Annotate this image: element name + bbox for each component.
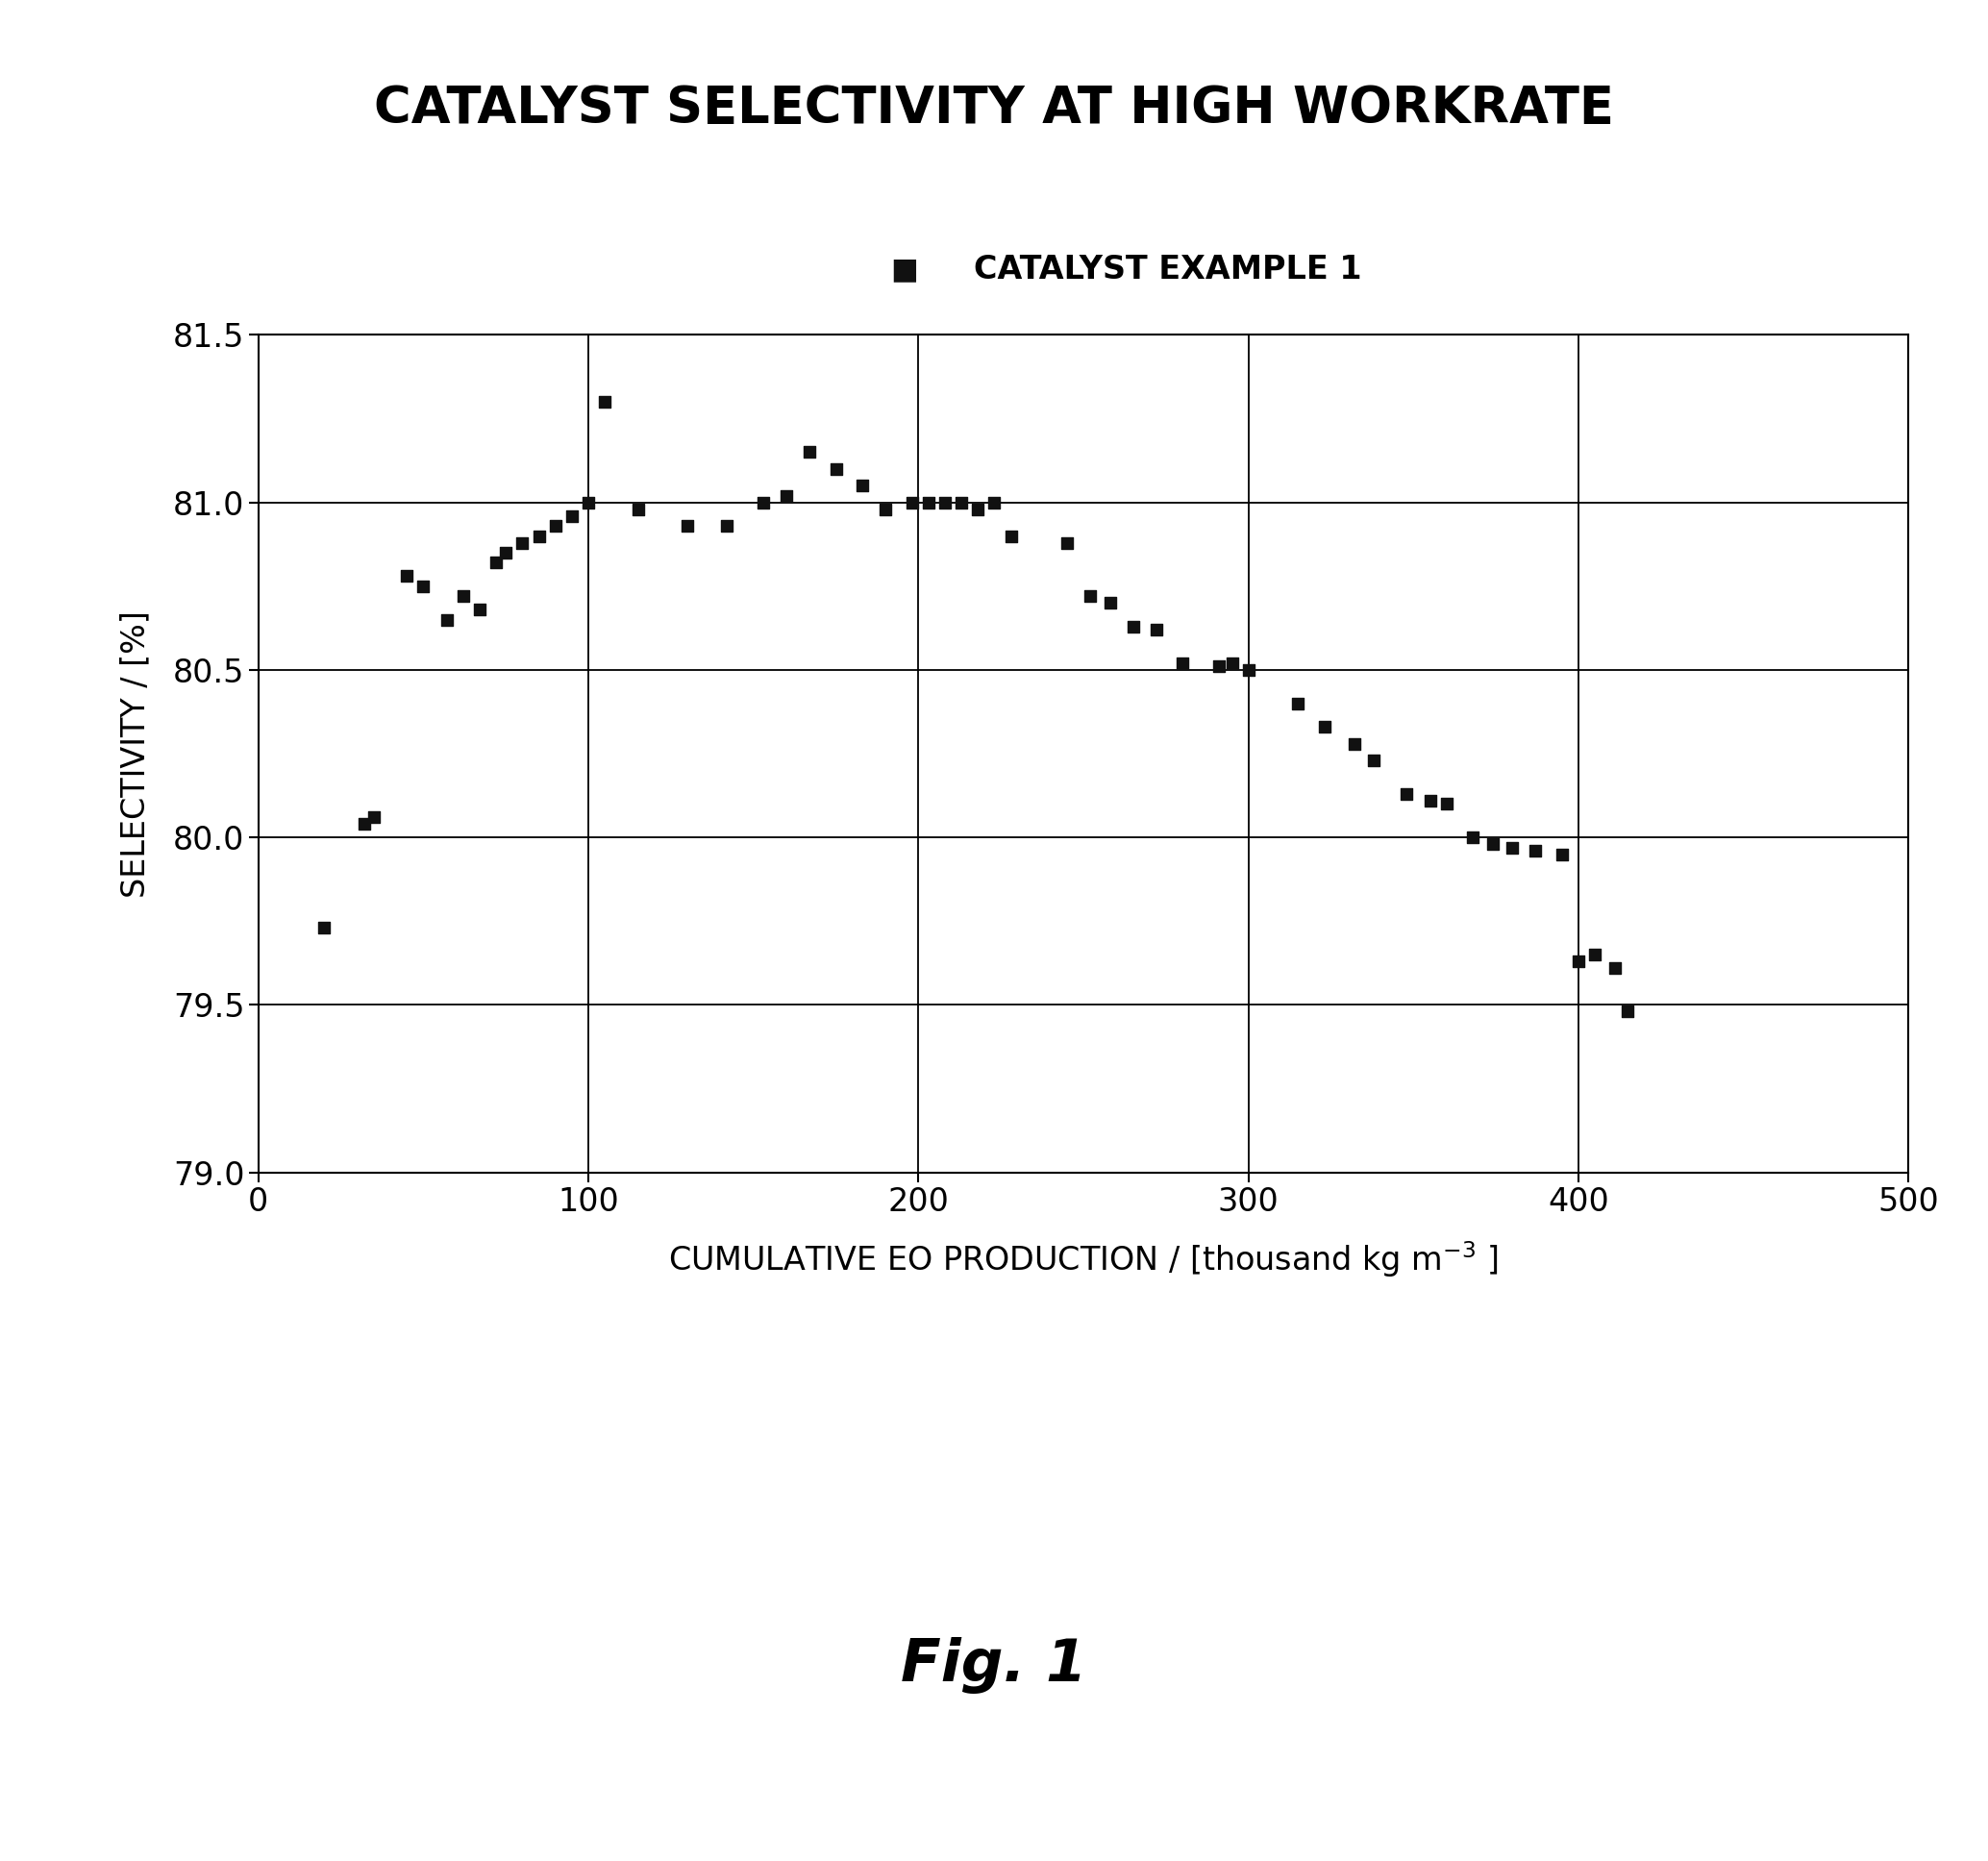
Point (1578, 940, 1610, 970)
Point (1074, 581, 1105, 610)
Text: Fig. 1: Fig. 1 (901, 1638, 1087, 1694)
Point (1052, 529, 1083, 558)
Point (1093, 588, 1125, 618)
Point (463, 596, 495, 625)
Point (928, 488, 960, 517)
Point (1141, 614, 1173, 644)
Point (1598, 953, 1630, 983)
Text: CATALYST EXAMPLE 1: CATALYST EXAMPLE 1 (974, 253, 1362, 287)
Point (588, 387, 620, 417)
Point (897, 488, 928, 517)
Point (672, 512, 704, 542)
Point (1563, 947, 1594, 977)
Point (821, 454, 853, 484)
Point (771, 480, 803, 510)
Point (539, 512, 571, 542)
Point (1308, 713, 1340, 743)
Point (912, 488, 944, 517)
Point (1431, 789, 1463, 819)
Point (523, 521, 555, 551)
Point (847, 471, 879, 501)
Point (978, 488, 1010, 517)
Point (1547, 839, 1578, 869)
Point (573, 488, 604, 517)
Point (1167, 648, 1199, 677)
Point (1497, 832, 1529, 862)
Point (994, 521, 1026, 551)
Point (481, 547, 513, 577)
Point (712, 512, 744, 542)
Point (962, 495, 994, 525)
Point (447, 581, 479, 610)
Point (1457, 823, 1489, 852)
Point (1477, 830, 1509, 860)
Point (1117, 612, 1149, 642)
Point (308, 914, 340, 944)
Point (1392, 780, 1423, 810)
Y-axis label: SELECTIVITY / [%]: SELECTIVITY / [%] (119, 610, 151, 897)
Point (946, 488, 978, 517)
Point (1282, 689, 1314, 718)
Point (1612, 997, 1644, 1027)
Point (869, 495, 901, 525)
Point (1358, 746, 1390, 776)
Point (348, 810, 380, 839)
Point (489, 538, 521, 568)
Point (557, 501, 588, 530)
Point (408, 571, 439, 601)
Point (1519, 836, 1551, 865)
Point (1217, 648, 1248, 677)
Point (392, 562, 423, 592)
Point (1203, 651, 1235, 681)
Point (1233, 655, 1264, 685)
Point (507, 529, 539, 558)
Text: CATALYST SELECTIVITY AT HIGH WORKRATE: CATALYST SELECTIVITY AT HIGH WORKRATE (374, 84, 1614, 134)
Text: ■: ■ (891, 257, 918, 283)
Point (793, 437, 825, 467)
Point (1338, 730, 1370, 759)
Point (431, 605, 463, 635)
Point (1413, 785, 1445, 815)
X-axis label: CUMULATIVE EO PRODUCTION / [thousand kg m$^{-3}$ ]: CUMULATIVE EO PRODUCTION / [thousand kg … (668, 1239, 1499, 1280)
Point (747, 488, 779, 517)
Point (358, 802, 390, 832)
Point (622, 495, 654, 525)
